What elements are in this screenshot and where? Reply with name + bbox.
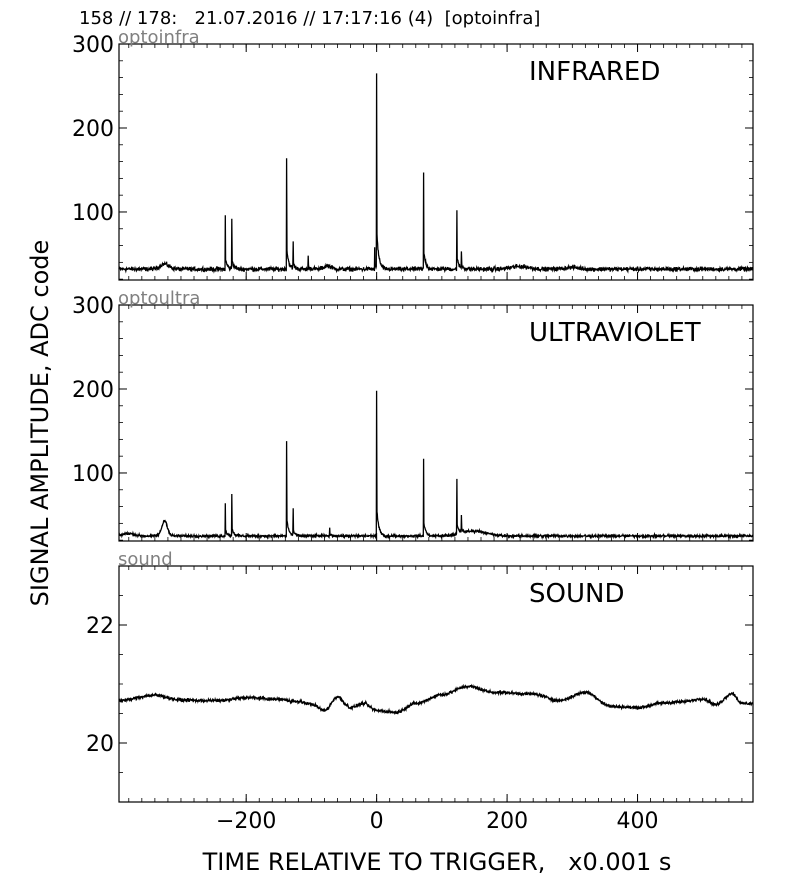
plot-frame	[118, 304, 754, 542]
x-tick-label: 200	[486, 809, 528, 834]
y-tick-label: 300	[72, 294, 114, 319]
channel-label: optoultra	[118, 288, 200, 309]
panel-title-infrared: INFRARED	[529, 57, 660, 87]
plot-frame	[118, 565, 754, 803]
series-line-infrared	[118, 73, 754, 274]
x-tick-label: −200	[216, 809, 276, 834]
x-axis-label: TIME RELATIVE TO TRIGGER, x0.001 s	[202, 848, 672, 876]
y-tick-label: 300	[72, 33, 114, 58]
panel-title-sound: SOUND	[529, 579, 624, 609]
y-tick-label: 100	[72, 462, 114, 487]
x-tick-label: 400	[617, 809, 659, 834]
channel-label: sound	[118, 549, 173, 570]
panel-title-ultraviolet: ULTRAVIOLET	[529, 318, 701, 348]
figure-header: 158 // 178: 21.07.2016 // 17:17:16 (4) […	[79, 8, 541, 29]
channel-label: optoinfra	[118, 27, 200, 48]
series-line-ultraviolet	[118, 390, 754, 540]
x-tick-label: 0	[370, 809, 384, 834]
y-tick-label: 100	[72, 201, 114, 226]
plot-frame	[118, 43, 754, 281]
y-tick-label: 200	[72, 378, 114, 403]
y-tick-label: 20	[86, 732, 114, 757]
y-tick-label: 200	[72, 117, 114, 142]
series-line-sound	[118, 683, 754, 716]
y-tick-label: 22	[86, 614, 114, 639]
